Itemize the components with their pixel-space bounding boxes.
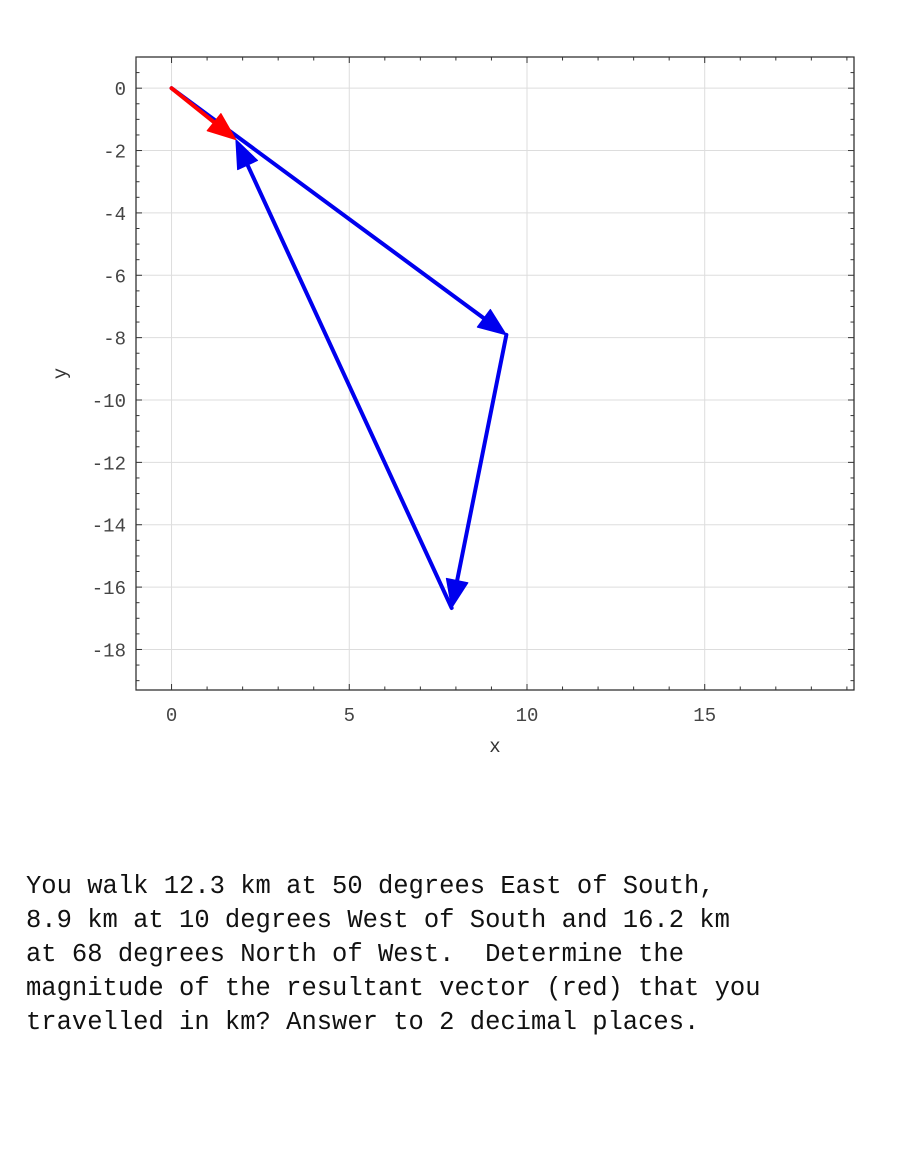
y-tick-label: -2 [103, 142, 126, 164]
vector-3 [169, 86, 237, 141]
vector-2 [235, 139, 454, 610]
y-tick-label: -8 [103, 329, 126, 351]
question-line: at 68 degrees North of West. Determine t… [26, 940, 685, 969]
tick-labels: 0 5 10 15 0 -2 -4 -6 -8 -10 -12 -14 -16 -18 [92, 79, 716, 727]
y-axis-label: y [50, 368, 72, 379]
x-tick-label: 0 [166, 705, 177, 727]
x-tick-label: 5 [344, 705, 355, 727]
vector-shaft [455, 332, 509, 583]
y-tick-label: -14 [92, 516, 126, 538]
minor-ticks [135, 56, 854, 690]
y-tick-label: 0 [115, 79, 126, 101]
vector-arrowhead [235, 139, 259, 171]
y-tick-label: -12 [92, 453, 126, 475]
vector-1 [445, 332, 509, 609]
vector-arrowhead [206, 113, 237, 141]
vector-arrowhead [445, 577, 469, 609]
x-tick-label: 10 [516, 705, 539, 727]
question-text: You walk 12.3 km at 50 degrees East of S… [26, 870, 886, 1040]
y-tick-label: -10 [92, 391, 126, 413]
x-axis-label: x [489, 736, 500, 758]
vectors [169, 86, 509, 610]
vector-shaft [169, 86, 217, 125]
y-tick-label: -16 [92, 578, 126, 600]
vector-shaft [245, 163, 454, 610]
y-tick-label: -4 [103, 204, 126, 226]
vector-arrowhead [476, 308, 507, 336]
y-tick-label: -6 [103, 266, 126, 288]
vector-chart: 0 5 10 15 0 -2 -4 -6 -8 -10 -12 -14 -16 -18 x y [50, 56, 855, 758]
plot-frame [135, 56, 855, 691]
question-line: You walk 12.3 km at 50 degrees East of S… [26, 872, 715, 901]
question-line: 8.9 km at 10 degrees West of South and 1… [26, 906, 730, 935]
question-line: travelled in km? Answer to 2 decimal pla… [26, 1008, 700, 1037]
y-tick-label: -18 [92, 640, 126, 662]
x-tick-label: 15 [693, 705, 716, 727]
question-line: magnitude of the resultant vector (red) … [26, 974, 761, 1003]
